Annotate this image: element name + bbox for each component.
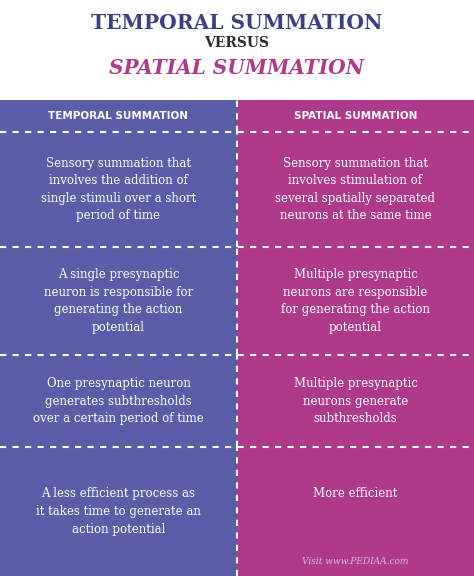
Text: Multiple presynaptic
neurons generate
subthresholds: Multiple presynaptic neurons generate su…: [293, 377, 418, 425]
Bar: [0, 100, 237, 132]
Text: A less efficient process as
it takes time to generate an
action potential: A less efficient process as it takes tim…: [36, 487, 201, 536]
Bar: [237, 100, 474, 132]
Text: SPATIAL SUMMATION: SPATIAL SUMMATION: [109, 58, 365, 78]
Text: SPATIAL SUMMATION: SPATIAL SUMMATION: [294, 111, 417, 121]
Bar: [237, 447, 474, 576]
Bar: [237, 355, 474, 447]
Bar: [0, 447, 237, 576]
Text: Sensory summation that
involves the addition of
single stimuli over a short
peri: Sensory summation that involves the addi…: [41, 157, 196, 222]
Bar: [0, 247, 237, 355]
Bar: [237, 132, 474, 247]
Text: More efficient: More efficient: [313, 487, 398, 500]
Bar: [0, 355, 237, 447]
Text: A single presynaptic
neuron is responsible for
generating the action
potential: A single presynaptic neuron is responsib…: [44, 268, 193, 334]
Text: VERSUS: VERSUS: [204, 36, 270, 50]
Text: Sensory summation that
involves stimulation of
several spatially separated
neuro: Sensory summation that involves stimulat…: [275, 157, 436, 222]
Text: Multiple presynaptic
neurons are responsible
for generating the action
potential: Multiple presynaptic neurons are respons…: [281, 268, 430, 334]
Text: Visit www.PEDIAA.com: Visit www.PEDIAA.com: [302, 557, 409, 566]
Bar: [0, 132, 237, 247]
Text: TEMPORAL SUMMATION: TEMPORAL SUMMATION: [48, 111, 189, 121]
Text: TEMPORAL SUMMATION: TEMPORAL SUMMATION: [91, 13, 383, 33]
Bar: [237, 247, 474, 355]
Text: One presynaptic neuron
generates subthresholds
over a certain period of time: One presynaptic neuron generates subthre…: [33, 377, 204, 425]
